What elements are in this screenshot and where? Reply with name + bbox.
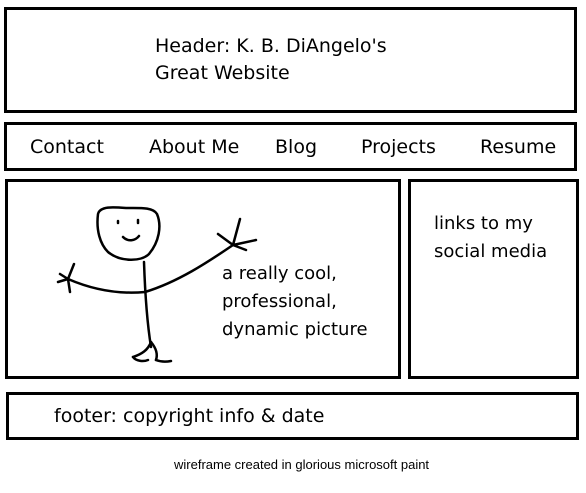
- nav-item-projects[interactable]: Projects: [361, 136, 436, 158]
- footer-text: footer: copyright info & date: [54, 405, 325, 427]
- caption-line-3: dynamic picture: [222, 319, 368, 340]
- main-content-box: a really cool, professional, dynamic pic…: [5, 179, 401, 379]
- nav-item-contact[interactable]: Contact: [30, 136, 104, 158]
- social-links-line-2: social media: [434, 241, 548, 262]
- nav-item-about-me[interactable]: About Me: [149, 136, 240, 158]
- nav-bar: Contact About Me Blog Projects Resume: [4, 122, 577, 171]
- picture-caption: a really cool, professional, dynamic pic…: [222, 260, 368, 344]
- wireframe-credit: wireframe created in glorious microsoft …: [174, 457, 430, 472]
- caption-line-2: professional,: [222, 291, 337, 312]
- footer-box: footer: copyright info & date: [6, 392, 579, 440]
- header-box: Header: K. B. DiAngelo's Great Website: [4, 7, 577, 113]
- caption-line-1: a really cool,: [222, 263, 337, 284]
- sidebar-box: links to my social media: [408, 179, 579, 379]
- header-title-line-1: Header: K. B. DiAngelo's: [155, 35, 387, 57]
- social-links[interactable]: links to my social media: [434, 210, 547, 266]
- social-links-line-1: links to my: [434, 213, 533, 234]
- header-title-line-2: Great Website: [155, 62, 290, 84]
- header-title: Header: K. B. DiAngelo's Great Website: [155, 33, 387, 87]
- nav-item-blog[interactable]: Blog: [275, 136, 317, 158]
- stick-figure-icon: [56, 206, 258, 363]
- nav-item-resume[interactable]: Resume: [480, 136, 557, 158]
